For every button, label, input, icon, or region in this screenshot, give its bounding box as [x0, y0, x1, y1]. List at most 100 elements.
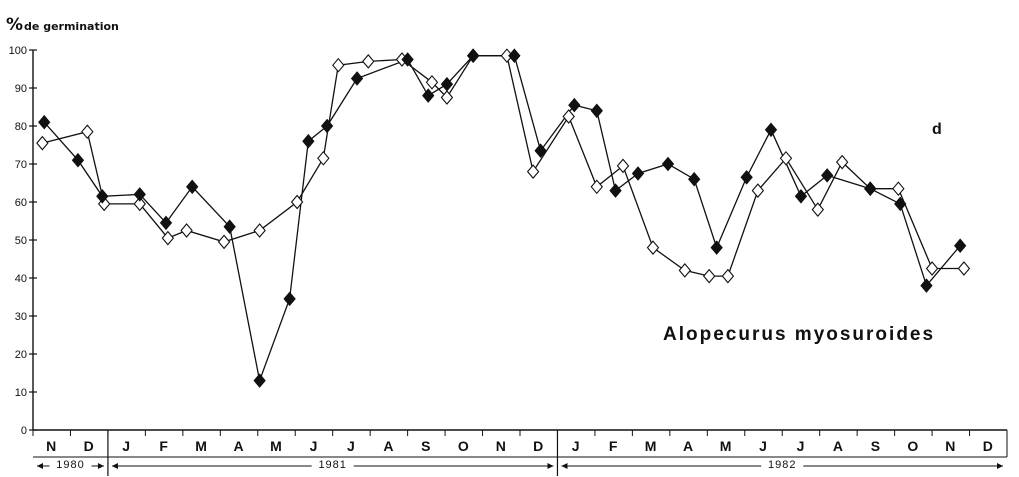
- open-diamond-point: [317, 150, 330, 166]
- open-diamond-point: [217, 234, 231, 250]
- y-axis-title-symbol: %: [6, 15, 23, 35]
- x-tick-label: A: [683, 438, 694, 454]
- open-diamond-point: [616, 158, 630, 174]
- filled-diamond-point: [440, 76, 454, 92]
- open-diamond-point: [133, 196, 146, 212]
- filled-diamond-point: [794, 189, 808, 204]
- year-arrow-left: [561, 463, 568, 469]
- y-tick-label: 30: [15, 311, 27, 323]
- x-tick-label: J: [310, 438, 319, 454]
- x-tick-label: M: [195, 438, 208, 454]
- y-tick-label: 20: [15, 349, 27, 361]
- year-brackets: 1980 1981 1982: [37, 430, 1003, 476]
- x-tick-label: D: [983, 438, 994, 454]
- open-diamond-point: [81, 124, 94, 140]
- x-tick-label: A: [233, 438, 244, 454]
- filled-diamond-point: [894, 196, 907, 212]
- y-tick-label: 60: [15, 197, 27, 209]
- x-tick-label: N: [945, 438, 956, 454]
- filled-diamond-point: [159, 215, 173, 231]
- x-tick-label: D: [533, 438, 544, 454]
- series-group: [36, 48, 971, 388]
- y-axis-title: %de germination: [6, 15, 119, 35]
- x-tick-label: N: [496, 438, 507, 454]
- filled-diamond-point: [568, 97, 581, 113]
- open-diamond-point: [702, 268, 716, 284]
- filled-diamond-point: [864, 181, 877, 196]
- y-tick-label: 100: [9, 45, 27, 57]
- filled-diamond-point: [133, 187, 146, 202]
- y-tick-label: 0: [21, 425, 27, 437]
- x-tick-label: F: [159, 438, 169, 454]
- x-tick-label: J: [759, 438, 768, 454]
- open-diamond-point: [36, 135, 49, 151]
- filled-diamond-point: [283, 291, 296, 307]
- year-arrow-left: [37, 463, 43, 469]
- filled-diamond-point: [821, 168, 834, 183]
- year-label: 1981: [318, 459, 346, 471]
- year-label: 1982: [768, 459, 796, 471]
- filled-diamond-point: [401, 52, 414, 67]
- filled-diamond-point: [609, 183, 622, 198]
- filled-diamond-point: [920, 278, 933, 293]
- open-diamond-point: [290, 194, 304, 210]
- filled-diamond-point: [253, 373, 266, 388]
- x-tick-label: J: [122, 438, 131, 454]
- filled-diamond-point: [467, 48, 480, 63]
- filled-diamond-point: [710, 240, 723, 255]
- year-arrow-right: [547, 463, 554, 469]
- open-diamond-point: [957, 261, 971, 276]
- filled-diamond-point: [590, 103, 603, 119]
- filled-diamond-point: [508, 48, 521, 63]
- filled-diamond-point: [534, 143, 547, 158]
- y-tick-label: 80: [15, 121, 27, 133]
- open-diamond-point: [721, 268, 735, 284]
- open-diamond-point: [925, 261, 939, 276]
- x-tick-label: S: [871, 438, 881, 454]
- filled-diamond-point: [320, 118, 334, 134]
- species-annotation: Alopecurus myosuroides: [663, 324, 935, 345]
- x-tick-label: S: [421, 438, 431, 454]
- open-diamond-point: [253, 223, 266, 238]
- open-diamond-point: [751, 183, 765, 198]
- x-tick-label: N: [46, 438, 57, 454]
- y-tick-label: 10: [15, 387, 27, 399]
- x-tick-label: J: [572, 438, 581, 454]
- year-arrow-right: [997, 463, 1003, 469]
- filled-diamond-point: [350, 71, 364, 86]
- open-diamond-point: [779, 150, 793, 166]
- filled-diamond-point: [661, 156, 675, 172]
- x-tick-label: O: [458, 438, 470, 454]
- x-tick-label: M: [645, 438, 658, 454]
- open-diamond-point: [646, 240, 660, 255]
- x-tick-label: A: [383, 438, 394, 454]
- filled-diamond-point: [186, 179, 199, 195]
- filled-diamond-point: [38, 114, 51, 130]
- y-axis-title-text: de germination: [24, 20, 119, 33]
- x-tick-label: D: [84, 438, 95, 454]
- x-tick-label: F: [609, 438, 619, 454]
- open-diamond-point: [526, 164, 540, 179]
- open-diamond-point: [678, 263, 692, 278]
- open-diamond-point: [835, 154, 849, 170]
- y-tick-label: 40: [15, 273, 27, 285]
- open-diamond-point: [440, 90, 454, 105]
- filled-diamond-point: [422, 88, 435, 103]
- filled-diamond-point: [631, 166, 645, 181]
- filled-diamond-point: [740, 170, 753, 185]
- x-tick-label: A: [833, 438, 844, 454]
- filled-diamond-point: [96, 189, 109, 204]
- y-tick-label: 90: [15, 83, 27, 95]
- open-diamond-point: [161, 230, 175, 246]
- filled-diamond-point: [764, 122, 778, 138]
- year-arrow-left: [111, 463, 118, 469]
- x-tick-label: M: [720, 438, 733, 454]
- open-diamond-point: [892, 181, 905, 197]
- filled-diamond-point: [302, 133, 315, 149]
- open-diamond-point: [562, 109, 575, 124]
- y-tick-label: 50: [15, 235, 27, 247]
- open-diamond-point: [332, 57, 345, 73]
- x-tick-label: O: [907, 438, 919, 454]
